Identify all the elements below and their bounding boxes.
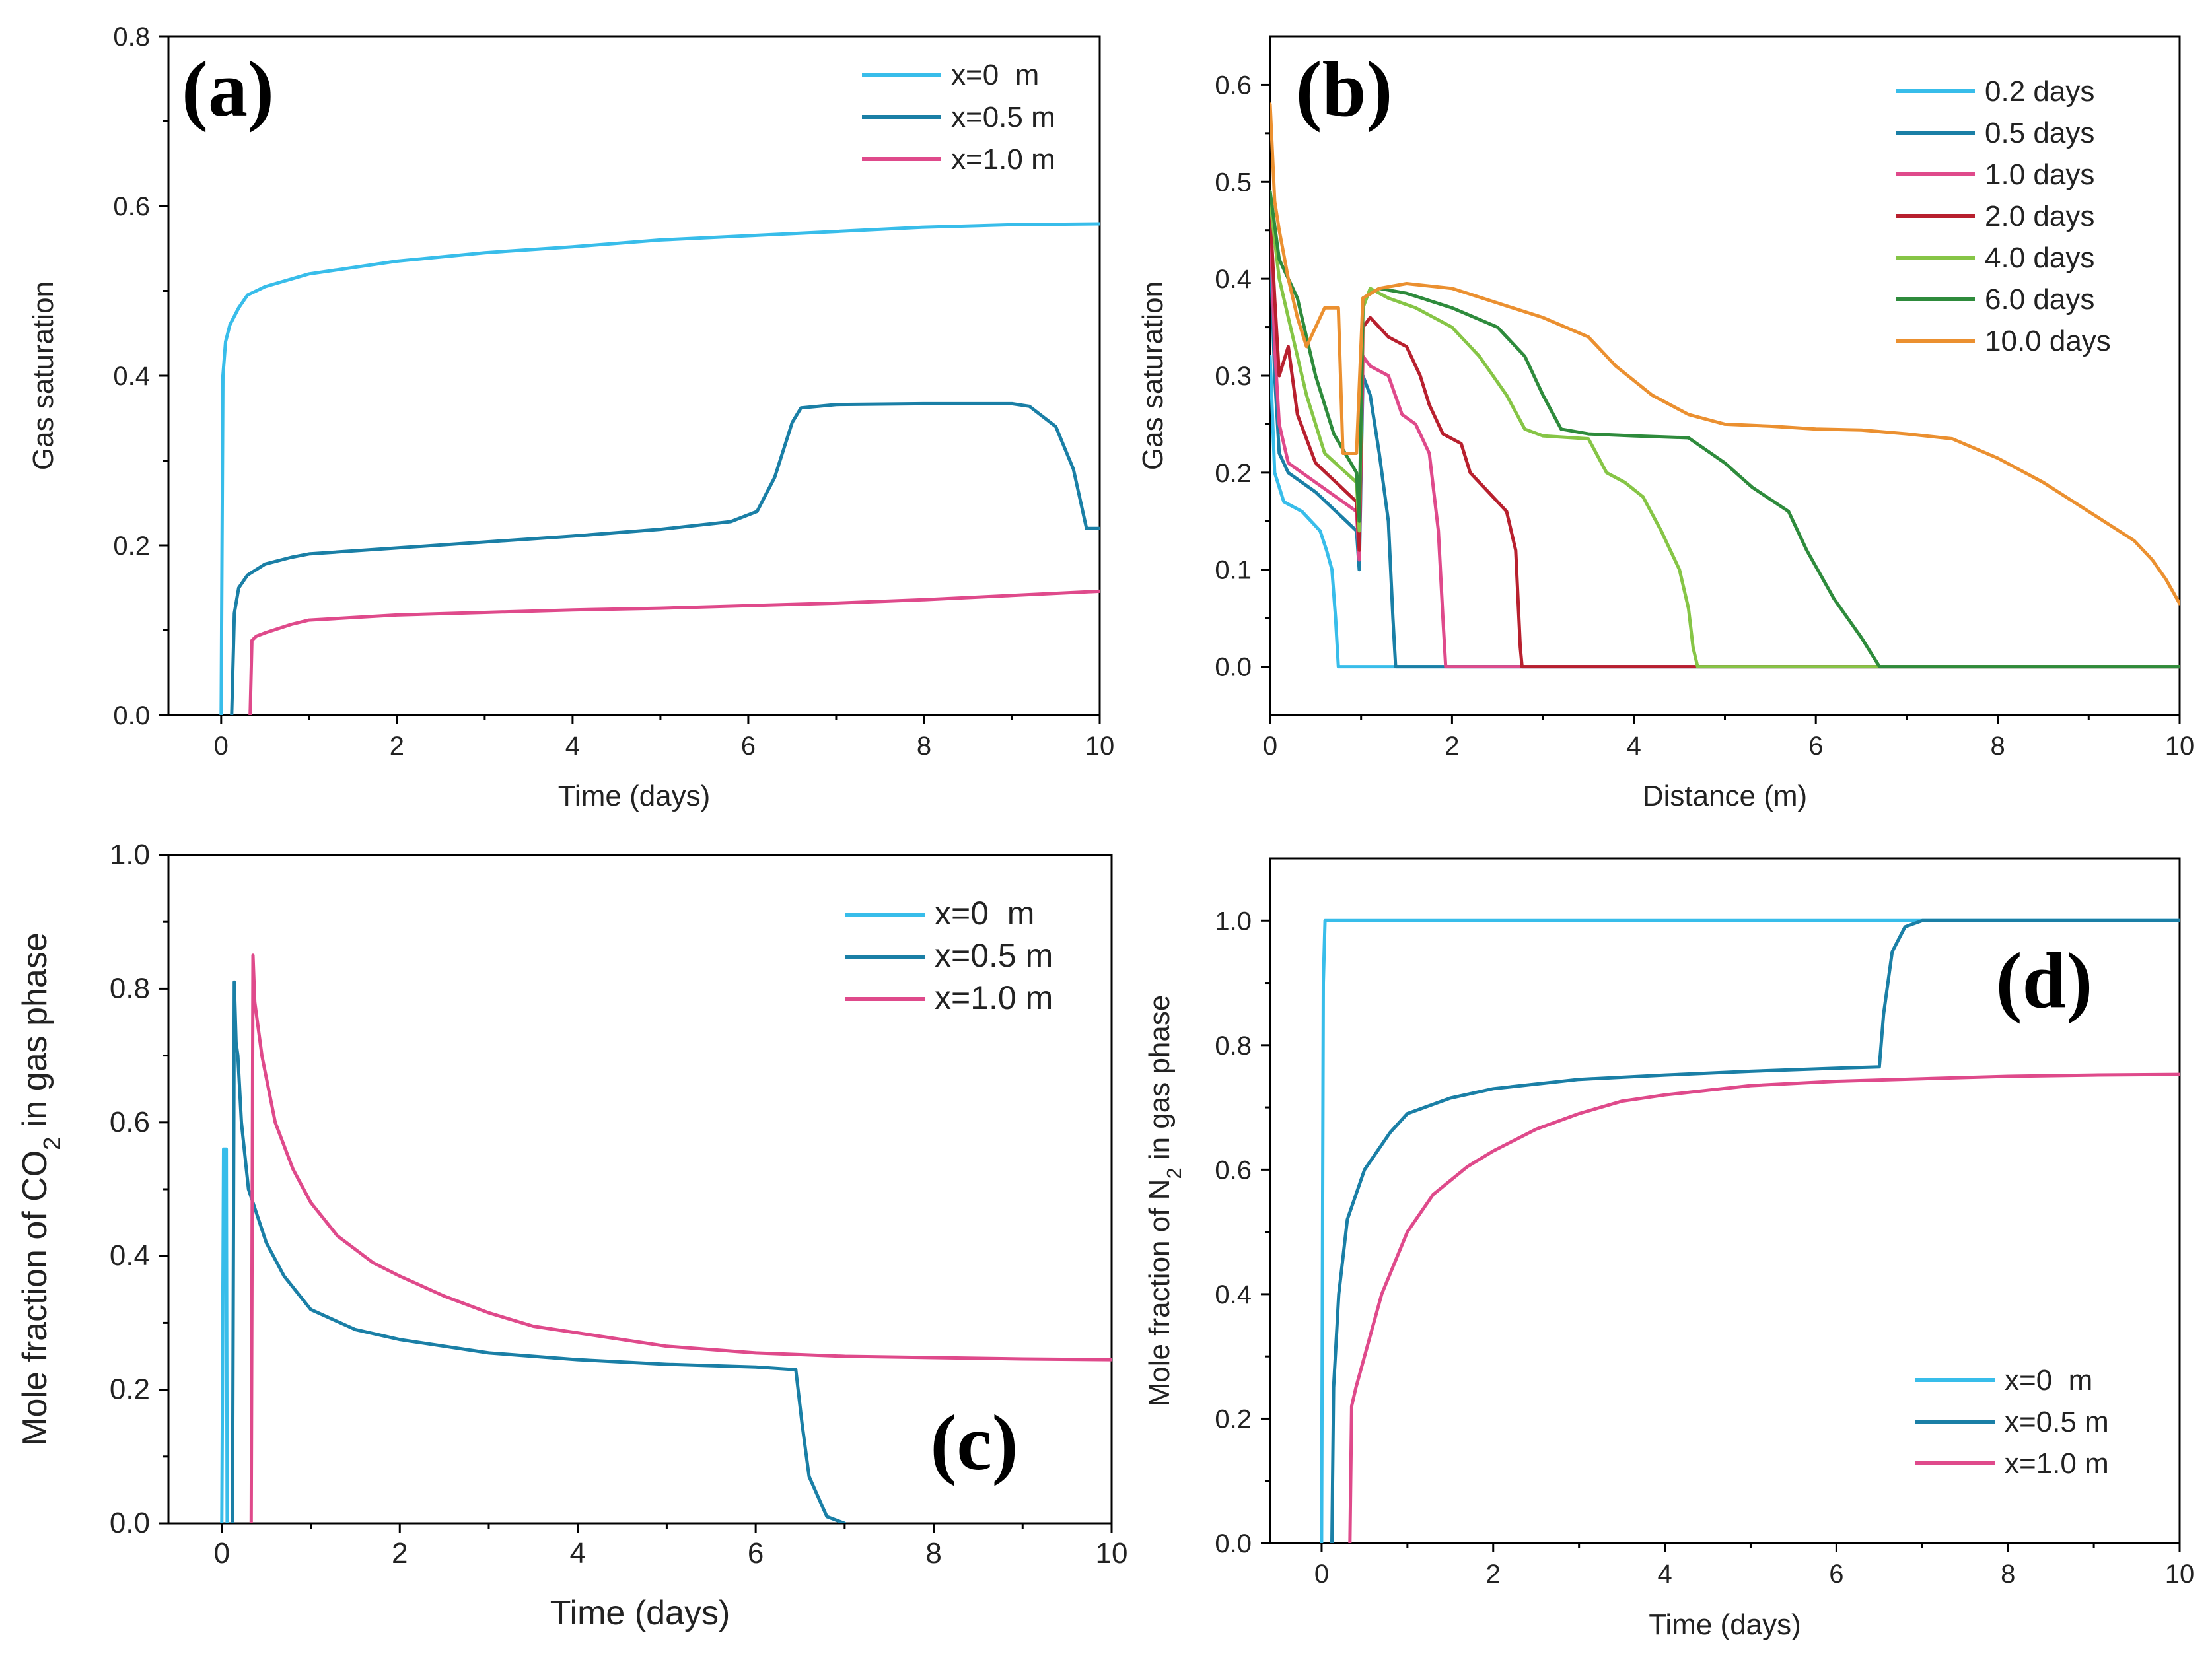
x-tick-label: 0 (1263, 732, 1277, 761)
y-tick-label: 0.5 (1215, 168, 1252, 197)
x-tick-label: 6 (748, 1537, 764, 1570)
x-tick-label: 8 (925, 1537, 941, 1570)
y-tick-label: 0.8 (110, 972, 150, 1004)
y-tick-label: 0.8 (113, 22, 150, 52)
plot-frame (167, 35, 1101, 716)
x-tick-label: 10 (1085, 732, 1115, 761)
x-tick-label: 2 (1486, 1560, 1501, 1589)
x-tick-label: 6 (1808, 732, 1823, 761)
legend-label: x=0 m (935, 895, 1034, 932)
x-tick-label: 6 (1829, 1560, 1843, 1589)
y-axis-title: Gas saturation (1137, 281, 1169, 470)
x-tick-label: 0 (214, 732, 229, 761)
series-line-2 (230, 401, 1100, 715)
x-axis-title: Time (days) (1649, 1609, 1801, 1641)
y-tick-label: 0.6 (1215, 1156, 1252, 1185)
x-tick-label: 4 (569, 1537, 585, 1570)
plot-frame (1269, 857, 2181, 1544)
x-tick-label: 8 (2001, 1560, 2015, 1589)
series-line-5 (1270, 199, 2180, 669)
y-tick-label: 0.1 (1215, 556, 1252, 585)
x-tick-label: 2 (1445, 732, 1459, 761)
legend-label: 2.0 days (1985, 200, 2094, 232)
legend-label: 10.0 days (1985, 325, 2111, 357)
legend-label: x=1.0 m (935, 979, 1053, 1016)
legend-label: 0.2 days (1985, 75, 2094, 108)
x-tick-label: 8 (917, 732, 931, 761)
x-tick-label: 4 (1657, 1560, 1672, 1589)
x-axis-title: Distance (m) (1643, 780, 1807, 812)
y-tick-label: 0.2 (1215, 1404, 1252, 1434)
series-line-4 (1270, 209, 2180, 669)
y-tick-label: 0.0 (113, 701, 150, 730)
series-line-6 (1270, 190, 2180, 669)
series-line-3 (248, 589, 1100, 715)
y-tick-label: 0.3 (1215, 362, 1252, 391)
series-line-7 (1270, 102, 2180, 606)
y-tick-label: 0.2 (110, 1373, 150, 1406)
panel-4: 0 2 4 6 8 10 0.0 0.2 0.4 0.6 0.8 1.0 Time (days) Mole… (1143, 857, 2195, 1641)
legend-label: x=0.5 m (2005, 1406, 2109, 1438)
y-axis-title: Mole fraction of CO2 in gas phase (16, 932, 65, 1446)
y-tick-label: 0.4 (1215, 1280, 1252, 1309)
x-tick-label: 4 (1627, 732, 1641, 761)
x-axis-title: Time (days) (550, 1594, 731, 1632)
y-tick-label: 0.4 (110, 1239, 150, 1272)
legend-label: x=0 m (2005, 1364, 2092, 1397)
legend-label: x=0.5 m (951, 101, 1055, 133)
legend-label: 4.0 days (1985, 242, 2094, 274)
series-line-2 (231, 980, 847, 1523)
series-line-1 (220, 1147, 229, 1523)
x-tick-label: 0 (1314, 1560, 1329, 1589)
series-line-1 (219, 222, 1100, 715)
y-tick-label: 0.8 (1215, 1031, 1252, 1060)
panel-tag: (b) (1296, 45, 1393, 133)
y-tick-label: 0.2 (1215, 459, 1252, 488)
panel-3: 0 2 4 6 8 10 0.0 0.2 0.4 0.6 0.8 1.0 Time (days) Mole… (16, 839, 1127, 1632)
series-line-3 (249, 953, 1112, 1523)
legend-label: 6.0 days (1985, 283, 2094, 316)
panel-tag: (d) (1996, 936, 2093, 1024)
y-axis-title: Mole fraction of N2 in gas phase (1143, 995, 1186, 1407)
series-line-1 (1270, 355, 2180, 669)
y-tick-label: 0.6 (1215, 71, 1252, 100)
y-tick-label: 0.4 (113, 362, 150, 391)
legend-label: 0.5 days (1985, 117, 2094, 149)
x-tick-label: 6 (741, 732, 756, 761)
x-tick-label: 4 (565, 732, 580, 761)
x-tick-label: 10 (2165, 1560, 2195, 1589)
legend-label: 1.0 days (1985, 158, 2094, 191)
y-tick-label: 0.0 (1215, 653, 1252, 682)
legend-label: x=0 m (951, 59, 1039, 91)
legend-label: x=1.0 m (951, 143, 1055, 176)
panel-1: 0 2 4 6 8 10 0.0 0.2 0.4 0.6 0.8 Time (days) Gas sat… (27, 22, 1114, 812)
series-line-3 (1348, 1072, 2180, 1543)
x-tick-label: 10 (1096, 1537, 1128, 1570)
y-tick-label: 0.0 (110, 1507, 150, 1539)
y-tick-label: 1.0 (1215, 907, 1252, 936)
y-tick-label: 0.4 (1215, 265, 1252, 294)
panel-tag: (c) (930, 1399, 1018, 1486)
x-axis-title: Time (days) (558, 780, 711, 812)
panel-2: 0 2 4 6 8 10 0.0 0.1 0.2 0.3 0.4 0.5 0.6 Distance (m)… (1137, 35, 2195, 812)
y-axis-title: Gas saturation (27, 281, 59, 470)
panel-tag: (a) (182, 45, 274, 133)
y-tick-label: 0.6 (110, 1106, 150, 1138)
y-tick-label: 0.6 (113, 192, 150, 221)
series-line-2 (1330, 918, 2180, 1543)
legend-label: x=1.0 m (2005, 1447, 2109, 1480)
y-tick-label: 0.2 (113, 532, 150, 561)
x-tick-label: 0 (214, 1537, 230, 1570)
x-tick-label: 8 (1990, 732, 2005, 761)
series-line-3 (1270, 219, 2180, 669)
series-line-1 (1320, 918, 2180, 1543)
x-tick-label: 2 (392, 1537, 408, 1570)
x-tick-label: 2 (390, 732, 404, 761)
y-tick-label: 1.0 (110, 839, 150, 871)
legend-label: x=0.5 m (935, 937, 1053, 974)
x-tick-label: 10 (2165, 732, 2195, 761)
y-tick-label: 0.0 (1215, 1529, 1252, 1558)
